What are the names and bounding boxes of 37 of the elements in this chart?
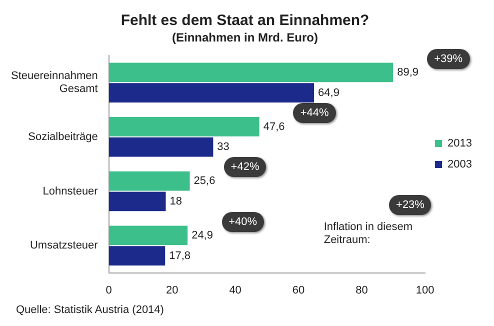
y-tick-label: Steuereinnahmen Gesamt: [10, 70, 98, 96]
speech-bubble: +42%: [224, 157, 266, 178]
x-tick-label: 0: [106, 284, 112, 296]
bar: [108, 137, 214, 157]
y-tick-label: Sozialbeiträge: [28, 130, 98, 143]
bar: [108, 246, 166, 266]
y-tick-label: Lohnsteuer: [42, 185, 98, 198]
bar: [108, 192, 166, 212]
x-tick-label: 20: [166, 284, 178, 296]
data-label: 18: [170, 195, 182, 208]
data-label: 64,9: [318, 86, 340, 99]
x-tick-label: 60: [292, 284, 305, 296]
speech-bubble: +44%: [293, 102, 336, 123]
source-note: Quelle: Statistik Austria (2014): [15, 304, 165, 316]
speech-bubble: +40%: [222, 212, 264, 232]
bar: [108, 83, 314, 102]
y-tick-label: Umsatzsteuer: [30, 240, 98, 252]
speech-bubble: +23%: [389, 194, 432, 215]
bar: [108, 171, 190, 191]
data-label: 47,6: [263, 120, 285, 133]
data-label: 33: [217, 141, 230, 154]
chart-title: Fehlt es dem Staat an Einnahmen?: [120, 12, 370, 30]
speech-bubble: +39%: [427, 48, 470, 69]
legend-label: 2013: [448, 138, 472, 150]
data-label: 89,9: [397, 66, 419, 78]
bar: [108, 117, 260, 136]
annotation: Inflation in diesem Zeitraum:: [324, 220, 414, 247]
chart-subtitle: (Einnahmen in Mrd. Euro): [172, 30, 318, 45]
bar: [108, 62, 394, 82]
data-label: 24,9: [192, 229, 213, 242]
x-tick-label: 80: [356, 284, 368, 296]
x-tick-label: 100: [416, 284, 434, 296]
legend-label: 2003: [448, 158, 472, 171]
bar: [108, 226, 188, 246]
data-label: 25,6: [194, 175, 216, 188]
x-tick-label: 40: [229, 284, 242, 296]
data-label: 17,8: [169, 250, 191, 262]
